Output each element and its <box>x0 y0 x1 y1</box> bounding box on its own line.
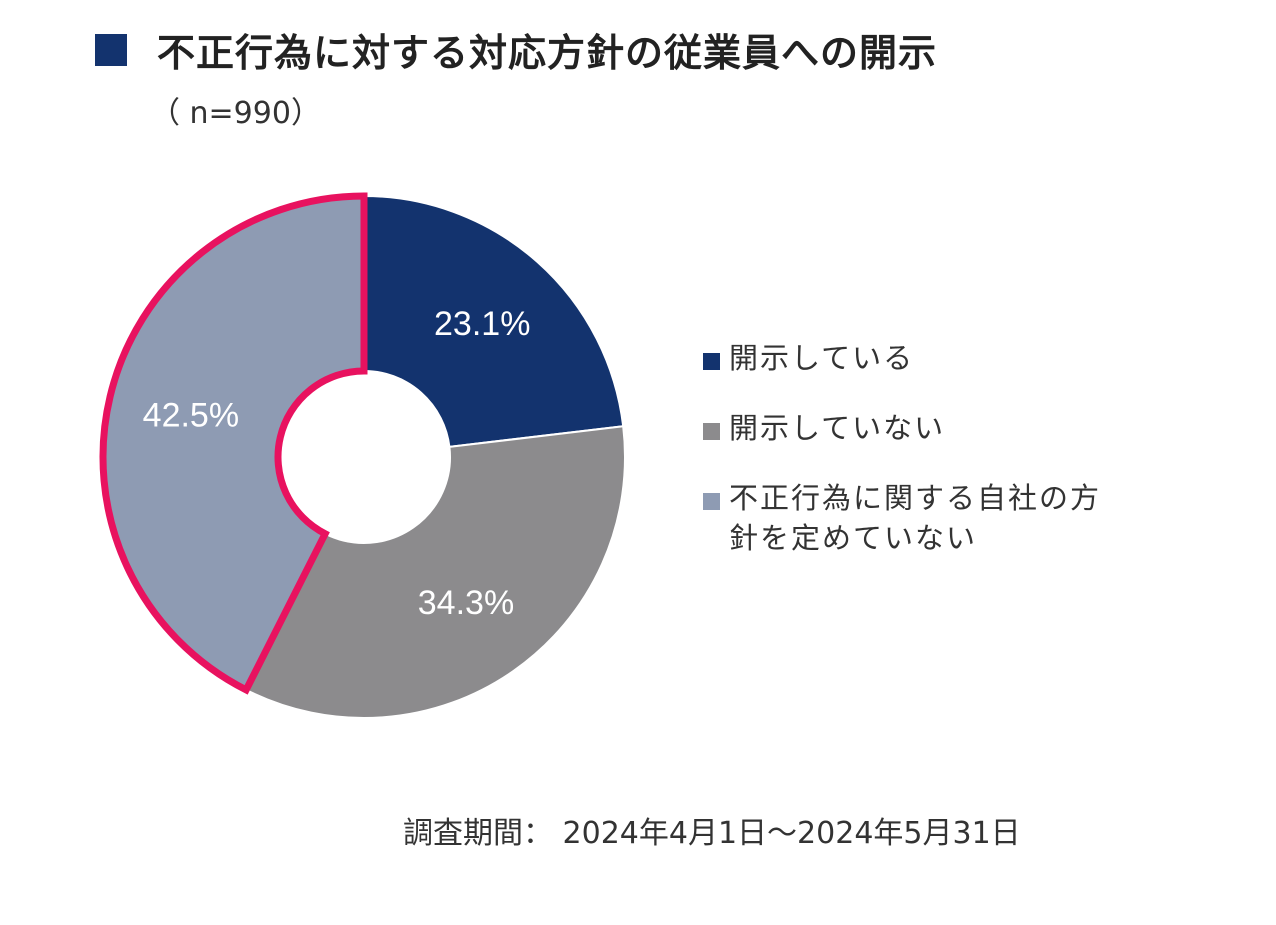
slice-disclosed <box>363 194 625 448</box>
chart-title: 不正行為に対する対応方針の従業員への開示 <box>157 31 938 75</box>
sample-size-note: （ n=990） <box>150 96 321 131</box>
legend-swatch-not-disclosed <box>703 423 720 440</box>
legend-label-no-policy: 不正行為に関する自社の方針を定めていない <box>729 481 1102 555</box>
legend-item-no-policy: 不正行為に関する自社の方針を定めていない <box>703 478 1119 558</box>
slice-highlight-outline <box>99 192 368 695</box>
legend-item-not-disclosed: 開示していない <box>703 408 1119 448</box>
legend-swatch-no-policy <box>703 493 720 510</box>
legend-swatch-disclosed <box>703 353 720 370</box>
survey-period: 調査期間： 2024年4月1日～2024年5月31日 <box>403 816 1021 851</box>
data-label-disclosed: 23.1% <box>434 305 530 343</box>
slice-not-disclosed <box>244 425 626 719</box>
chart-legend: 開示している 開示していない 不正行為に関する自社の方針を定めていない <box>703 338 1119 588</box>
data-label-not-disclosed: 34.3% <box>418 584 514 622</box>
legend-label-not-disclosed: 開示していない <box>729 411 946 445</box>
title-row: 不正行為に対する対応方針の従業員への開示 <box>95 22 937 77</box>
data-label-no-policy: 42.5% <box>143 397 239 435</box>
legend-label-disclosed: 開示している <box>729 341 915 375</box>
legend-item-disclosed: 開示している <box>703 338 1119 378</box>
title-square-icon <box>95 33 127 66</box>
